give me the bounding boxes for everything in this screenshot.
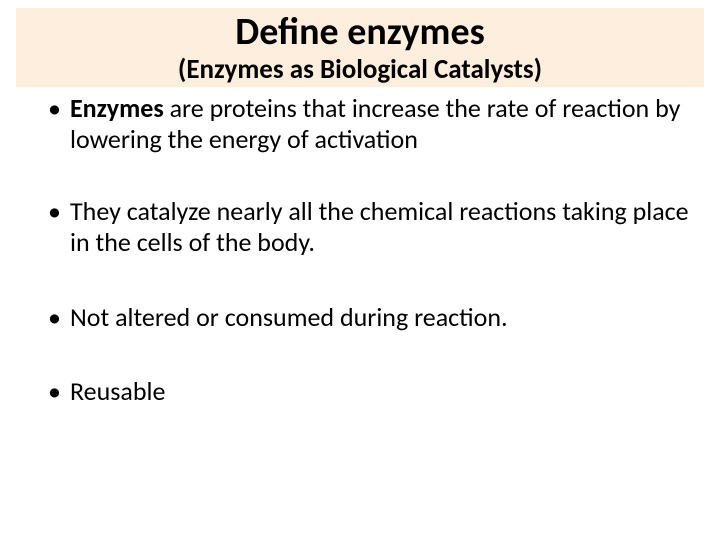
bullet-text-bold: Enzymes	[70, 92, 164, 124]
content-area: Enzymes are proteins that increase the r…	[0, 87, 720, 407]
slide-title: Define enzymes	[16, 12, 704, 54]
bullet-list: Enzymes are proteins that increase the r…	[48, 93, 690, 407]
title-block: Define enzymes (Enzymes as Biological Ca…	[16, 8, 704, 87]
slide: Define enzymes (Enzymes as Biological Ca…	[0, 8, 720, 540]
bullet-text: Reusable	[70, 375, 165, 407]
bullet-item: They catalyze nearly all the chemical re…	[48, 196, 690, 257]
bullet-item: Enzymes are proteins that increase the r…	[48, 93, 690, 154]
bullet-item: Reusable	[48, 376, 690, 407]
bullet-text: They catalyze nearly all the chemical re…	[70, 195, 689, 258]
bullet-text: Not altered or consumed during reaction.	[70, 301, 508, 333]
slide-subtitle: (Enzymes as Biological Catalysts)	[16, 54, 704, 85]
bullet-item: Not altered or consumed during reaction.	[48, 302, 690, 333]
